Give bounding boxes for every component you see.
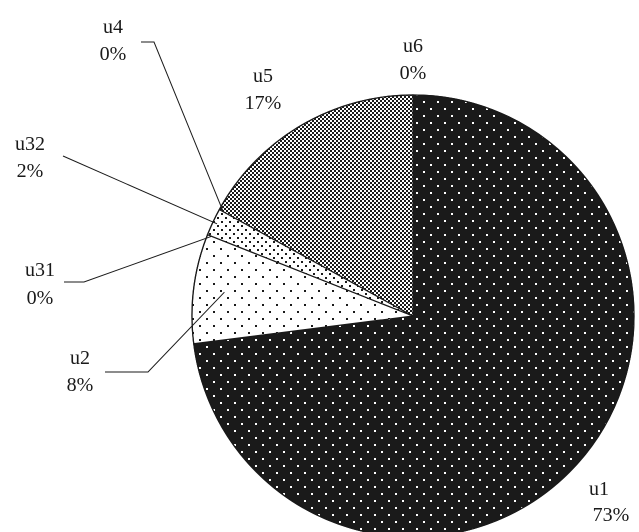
leader-lines: [62, 41, 225, 373]
slice-label-u5-name: u5: [253, 65, 273, 87]
pie-slices: [191, 94, 635, 532]
slice-label-u2-pct: 8%: [67, 374, 94, 396]
slice-label-u6-name: u6: [403, 35, 423, 57]
slice-label-u32-name: u32: [15, 133, 45, 155]
slice-label-u32-pct: 2%: [17, 160, 44, 182]
slice-label-u4-name: u4: [103, 16, 123, 38]
slice-label-u6-pct: 0%: [400, 62, 427, 84]
leader-line-u31: [64, 235, 212, 283]
leader-line-u32: [62, 155, 218, 225]
slice-label-u4-pct: 0%: [100, 43, 127, 65]
slice-label-u31-name: u31: [25, 259, 55, 281]
slice-label-u1-pct: 73%: [593, 504, 630, 526]
leader-line-u2: [105, 291, 225, 373]
slice-label-u5-pct: 17%: [245, 92, 282, 114]
pie-outline: [191, 94, 635, 532]
slice-label-u31-pct: 0%: [27, 287, 54, 309]
slice-label-u2-name: u2: [70, 347, 90, 369]
leader-line-u4: [141, 41, 224, 212]
slice-label-u1-name: u1: [589, 478, 609, 500]
